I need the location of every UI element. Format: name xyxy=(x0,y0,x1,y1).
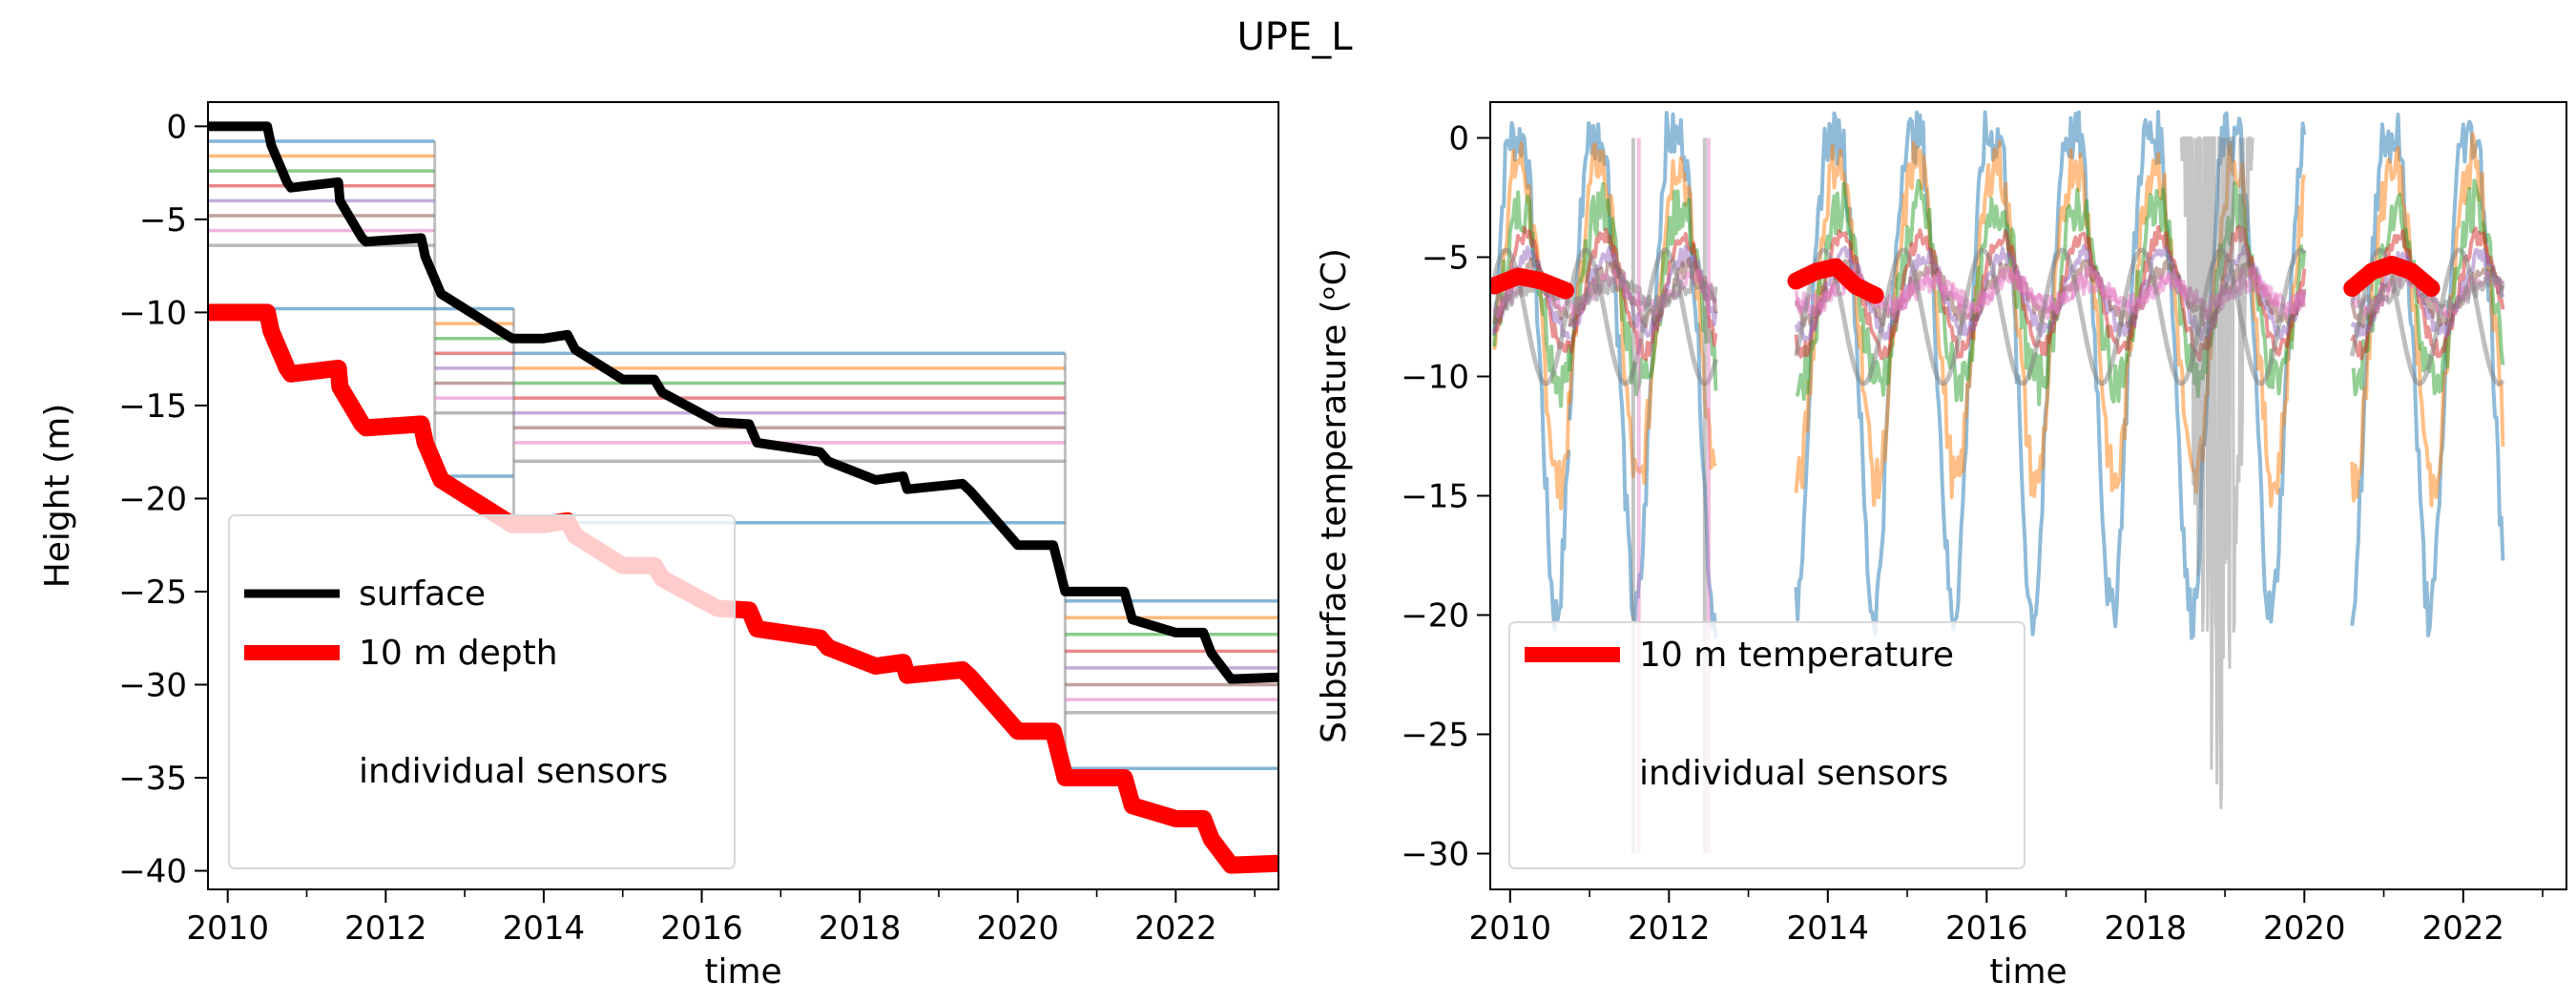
x-tick-label: 2022 xyxy=(2422,909,2505,948)
axes-frame xyxy=(1489,101,2567,890)
legend-box xyxy=(1508,621,2025,869)
sensor-temperature-line-deep xyxy=(1567,247,1718,386)
x-tick-label: 2012 xyxy=(1628,909,1711,948)
legend-label-individual-sensors: individual sensors xyxy=(359,752,668,791)
chart-temperature: 2010 2012 2014 2016 2018 2020 2022 0 −5 −10 −15 −20… xyxy=(1315,101,2567,992)
chart-height: 2010 2012 2014 2016 2018 2020 2022 0 −5 −10 −15 −20… xyxy=(38,101,1279,992)
legend-label-10m-temperature: 10 m temperature xyxy=(1639,636,1954,675)
y-tick-label: −15 xyxy=(1401,478,1469,516)
x-tick-label: 2022 xyxy=(1134,909,1217,948)
legend-box xyxy=(228,514,736,869)
series-10m-temperature xyxy=(1490,267,1575,300)
series-surface xyxy=(208,121,1278,684)
y-axis-label: Height (m) xyxy=(38,404,77,589)
y-tick-label: −15 xyxy=(118,387,187,426)
series-10m-temperature xyxy=(2343,256,2441,297)
legend-label-10m-depth: 10 m depth xyxy=(359,634,558,673)
sensor-temperature-line xyxy=(1568,227,1718,362)
sensor-temperature-line xyxy=(2350,113,2505,637)
legend: surface 10 m depth individual sensors xyxy=(228,514,736,869)
axes-frame xyxy=(207,101,1279,890)
sensor-temperature-line xyxy=(1795,178,2307,407)
x-tick-label: 2016 xyxy=(1945,909,2028,948)
sensor-noisy-period xyxy=(2179,136,2254,809)
x-tick-label: 2018 xyxy=(819,909,902,948)
legend-label-surface: surface xyxy=(359,574,486,614)
y-tick-label: −40 xyxy=(118,852,187,890)
y-tick-label: −25 xyxy=(118,574,187,612)
y-tick-label: 0 xyxy=(1448,120,1469,158)
axes: 2010 2012 2014 2016 2018 2020 2022 0 −5 −10 −15 −20… xyxy=(1401,101,2567,948)
legend: 10 m temperature individual sensors xyxy=(1508,621,2025,869)
x-tick-label: 2014 xyxy=(503,909,586,948)
y-tick-label: −10 xyxy=(1401,359,1469,397)
x-axis-label: time xyxy=(1989,952,2067,992)
axes: 2010 2012 2014 2016 2018 2020 2022 0 −5 −10 −15 −20… xyxy=(118,101,1279,948)
y-tick-label: −20 xyxy=(1401,597,1469,636)
sensor-temperature-line xyxy=(1568,271,1718,315)
sensor-temperature-line-deep xyxy=(1491,247,1571,386)
y-tick-label: −5 xyxy=(139,201,187,240)
x-tick-label: 2020 xyxy=(976,909,1059,948)
y-axis-label: Subsurface temperature (ᵒC) xyxy=(1315,248,1354,743)
y-tick-label: −30 xyxy=(118,666,187,704)
x-axis-label: time xyxy=(704,952,781,992)
y-tick-label: 0 xyxy=(166,108,187,146)
y-tick-label: −30 xyxy=(1401,836,1469,874)
series-10m-temperature xyxy=(1787,258,1884,304)
y-tick-label: −5 xyxy=(1422,240,1469,278)
figure-title: UPE_L xyxy=(1237,15,1354,59)
y-tick-label: −35 xyxy=(118,760,187,798)
y-tick-label: −25 xyxy=(1401,717,1469,755)
plot-area xyxy=(1490,110,2505,854)
x-tick-label: 2010 xyxy=(186,909,269,948)
x-tick-label: 2014 xyxy=(1787,909,1870,948)
x-tick-label: 2010 xyxy=(1469,909,1552,948)
sensor-temperature-line-deep xyxy=(1794,247,2307,386)
x-tick-label: 2020 xyxy=(2263,909,2346,948)
x-tick-label: 2012 xyxy=(344,909,427,948)
y-tick-label: −10 xyxy=(118,294,187,332)
x-tick-label: 2018 xyxy=(2105,909,2188,948)
x-tick-label: 2016 xyxy=(660,909,743,948)
y-tick-label: −20 xyxy=(118,480,187,518)
sensor-temperature-line-deep xyxy=(2349,247,2505,386)
legend-label-individual-sensors: individual sensors xyxy=(1639,754,1948,793)
